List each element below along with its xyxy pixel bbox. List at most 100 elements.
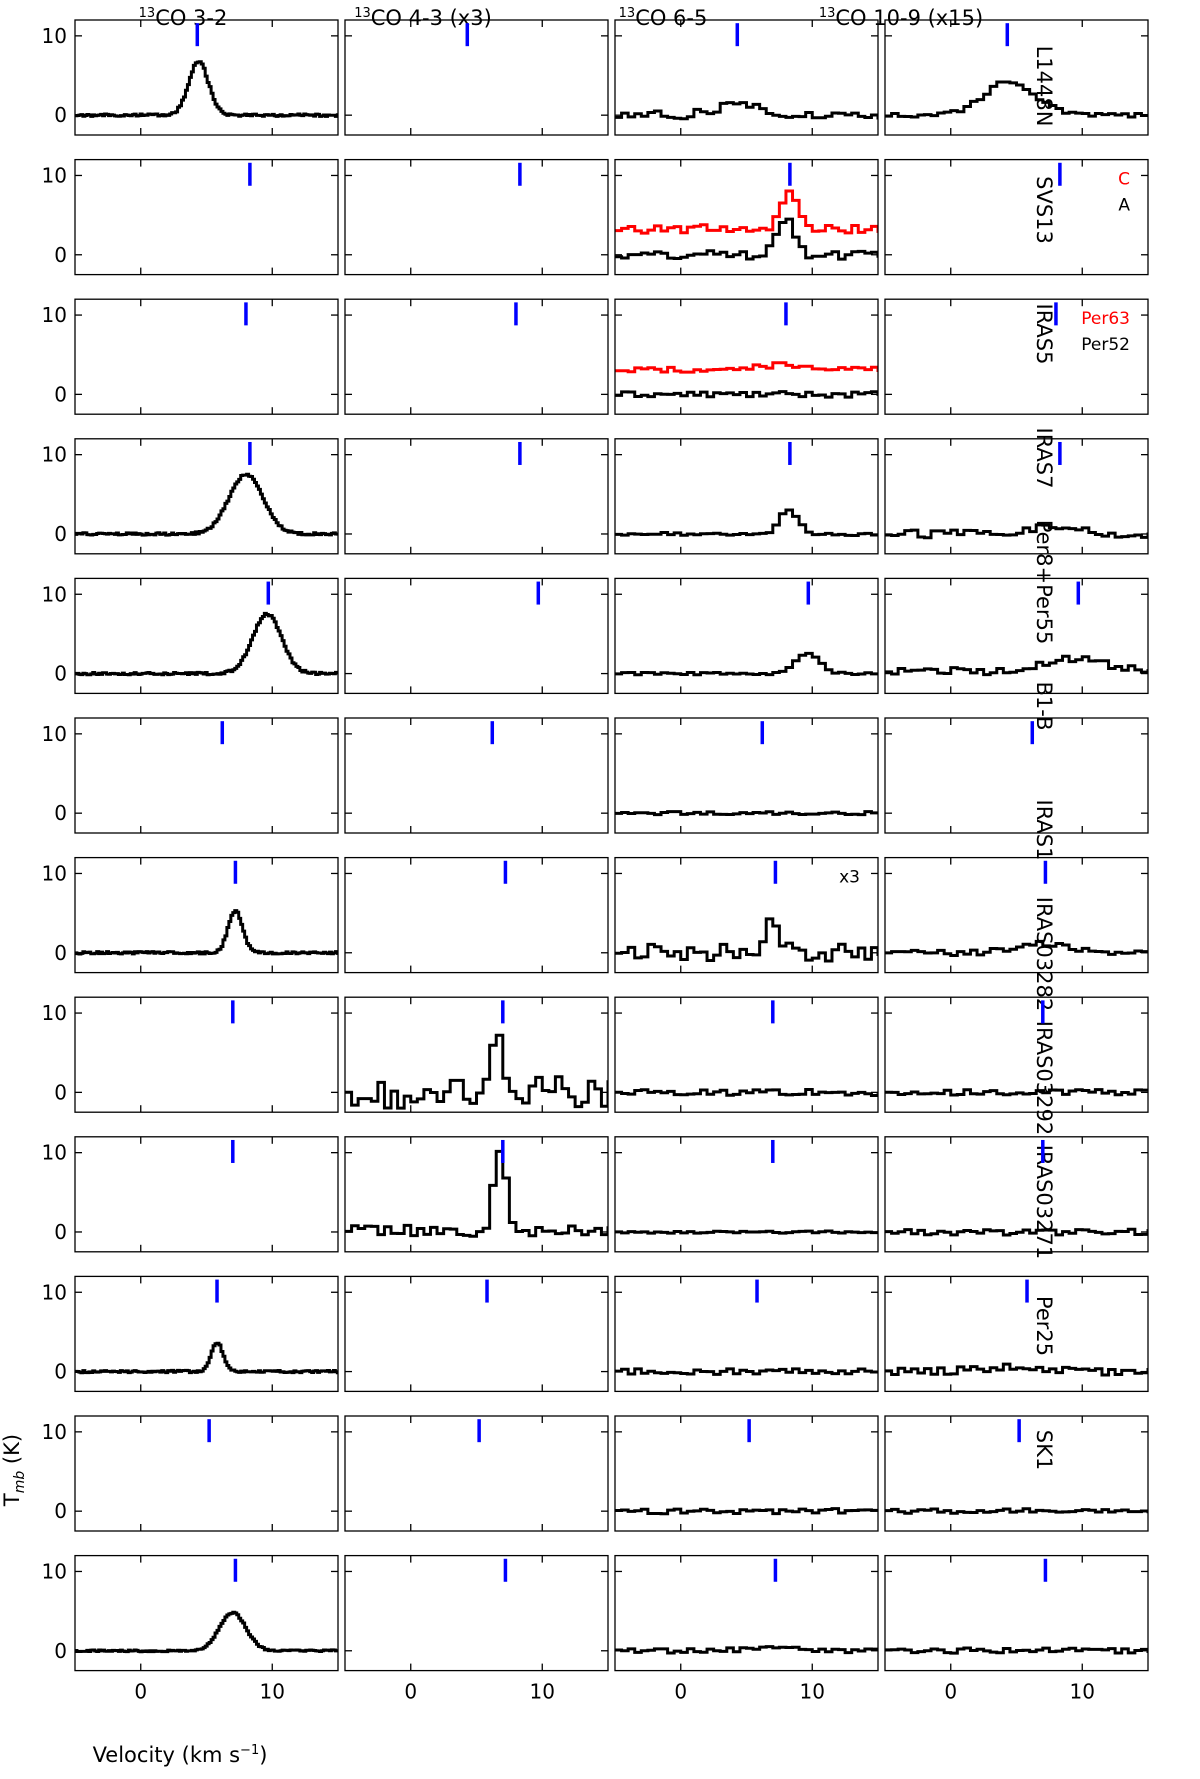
spectrum-line-r6-c0-s0 [75, 909, 338, 956]
legend-label-r1: A [1118, 196, 1130, 216]
panel-frame-r3-c2 [614, 438, 879, 555]
panel-frame-r7-c2 [614, 996, 879, 1113]
panel-frame-r1-c0 [74, 158, 339, 276]
y-tick-label: 0 [54, 941, 67, 965]
panel-frame-r5-c2 [614, 717, 879, 834]
y-tick-label: 10 [42, 163, 67, 187]
y-tick-label: 0 [54, 522, 67, 546]
spectrum-line-r1-c2-s1 [615, 217, 878, 261]
spectrum-line-r0-c0-s0 [75, 60, 338, 118]
y-tick-label: 10 [42, 1559, 67, 1583]
panel-frame-r8-c2 [614, 1136, 879, 1253]
x-tick-label: 10 [800, 1680, 825, 1704]
y-tick-label: 10 [42, 722, 67, 746]
spectrum-line-r6-c3-s0 [885, 939, 1148, 957]
panel-frame-r4-c3 [884, 577, 1149, 695]
y-tick-label: 10 [42, 582, 67, 606]
y-tick-label: 0 [54, 1499, 67, 1523]
panel-frame-r9-c3 [884, 1275, 1149, 1393]
spectrum-line-r11-c0-s0 [75, 1610, 338, 1654]
panel-frame-r3-c0 [74, 438, 339, 555]
panel-frame-r9-c0 [74, 1275, 339, 1393]
panel-frame-r4-c1 [344, 577, 609, 695]
panel-frame-r9-c1 [344, 1275, 609, 1393]
spectrum-line-r8-c1-s0 [345, 1149, 608, 1238]
panel-frame-r3-c3 [884, 438, 1149, 555]
legend-label-r2: Per63 [1081, 309, 1130, 329]
panel-frame-r1-c3 [884, 158, 1149, 276]
y-tick-label: 10 [42, 443, 67, 467]
panel-frame-r6-c0 [74, 856, 339, 974]
spectrum-line-r7-c2-s0 [615, 1087, 878, 1098]
panel-frame-r0-c2 [614, 19, 879, 136]
panel-frame-r9-c2 [614, 1275, 879, 1393]
spectrum-line-r3-c2-s0 [615, 508, 878, 538]
spectrum-line-r0-c3-s0 [885, 80, 1148, 119]
y-tick-label: 10 [42, 1420, 67, 1444]
panel-frame-r10-c3 [884, 1415, 1149, 1532]
panel-frame-r6-c3 [884, 856, 1149, 974]
legend-label-r2: Per52 [1081, 335, 1130, 355]
spectrum-line-r3-c3-s0 [885, 523, 1148, 540]
panel-frame-r2-c2 [614, 298, 879, 415]
x-tick-label: 10 [530, 1680, 555, 1704]
panel-frame-r10-c2 [614, 1415, 879, 1532]
panel-frame-r0-c0 [74, 19, 339, 136]
panel-frame-r10-c0 [74, 1415, 339, 1532]
spectrum-line-r2-c2-s0 [615, 361, 878, 374]
panel-frame-r7-c1 [344, 996, 609, 1113]
panel-frame-r4-c2 [614, 577, 879, 695]
spectrum-line-r4-c3-s0 [885, 654, 1148, 677]
panel-frame-r11-c2 [614, 1554, 879, 1672]
panel-frame-r11-c3 [884, 1554, 1149, 1672]
x-tick-label: 0 [134, 1680, 147, 1704]
spectrum-line-r0-c2-s0 [615, 101, 878, 121]
spectrum-line-r5-c2-s0 [615, 810, 878, 817]
panel-frame-r8-c0 [74, 1136, 339, 1253]
spectrum-line-r10-c2-s0 [615, 1507, 878, 1516]
y-tick-label: 10 [42, 303, 67, 327]
panel-frame-r3-c1 [344, 438, 609, 555]
panel-frame-r2-c1 [344, 298, 609, 415]
panel-frame-r7-c0 [74, 996, 339, 1113]
y-tick-label: 0 [54, 1080, 67, 1104]
x-tick-label: 0 [674, 1680, 687, 1704]
column-title-3: 13CO 10-9 (x15) [818, 6, 984, 30]
y-tick-label: 10 [42, 1001, 67, 1025]
y-tick-label: 10 [42, 1280, 67, 1304]
panel-frame-r5-c1 [344, 717, 609, 834]
column-title-2: 13CO 6-5 [618, 6, 708, 30]
panel-frame-r0-c1 [344, 19, 609, 136]
legend-label-r1: C [1118, 170, 1130, 190]
x-axis-title: Velocity (km s−1) [92, 1743, 268, 1767]
panel-frame-r1-c1 [344, 158, 609, 276]
spectrum-line-r9-c2-s0 [615, 1367, 878, 1376]
panel-frame-r11-c1 [344, 1554, 609, 1672]
y-tick-label: 0 [54, 662, 67, 686]
spectrum-line-r4-c0-s0 [75, 611, 338, 677]
y-tick-label: 0 [54, 382, 67, 406]
spectrum-line-r1-c2-s0 [615, 189, 878, 235]
spectrum-line-r11-c3-s0 [885, 1646, 1148, 1655]
panel-frame-r4-c0 [74, 577, 339, 695]
spectrum-line-r8-c2-s0 [615, 1229, 878, 1235]
spectrum-line-r8-c3-s0 [885, 1227, 1148, 1237]
panel-frame-r6-c2 [614, 856, 879, 974]
y-tick-label: 0 [54, 1360, 67, 1384]
panel-frame-r8-c3 [884, 1136, 1149, 1253]
y-tick-label: 0 [54, 1639, 67, 1663]
legend-label-r6: x3 [839, 868, 860, 888]
panel-frame-r6-c1 [344, 856, 609, 974]
y-tick-label: 0 [54, 243, 67, 267]
spectrum-line-r7-c3-s0 [885, 1088, 1148, 1097]
panel-frame-r0-c3 [884, 19, 1149, 136]
panel-frame-r5-c3 [884, 717, 1149, 834]
spectrum-line-r7-c1-s0 [345, 1033, 608, 1110]
y-tick-label: 10 [42, 24, 67, 48]
panel-frame-r10-c1 [344, 1415, 609, 1532]
panel-frame-r2-c0 [74, 298, 339, 415]
x-tick-label: 10 [260, 1680, 285, 1704]
spectrum-line-r3-c0-s0 [75, 472, 338, 537]
spectrum-line-r9-c0-s0 [75, 1341, 338, 1375]
